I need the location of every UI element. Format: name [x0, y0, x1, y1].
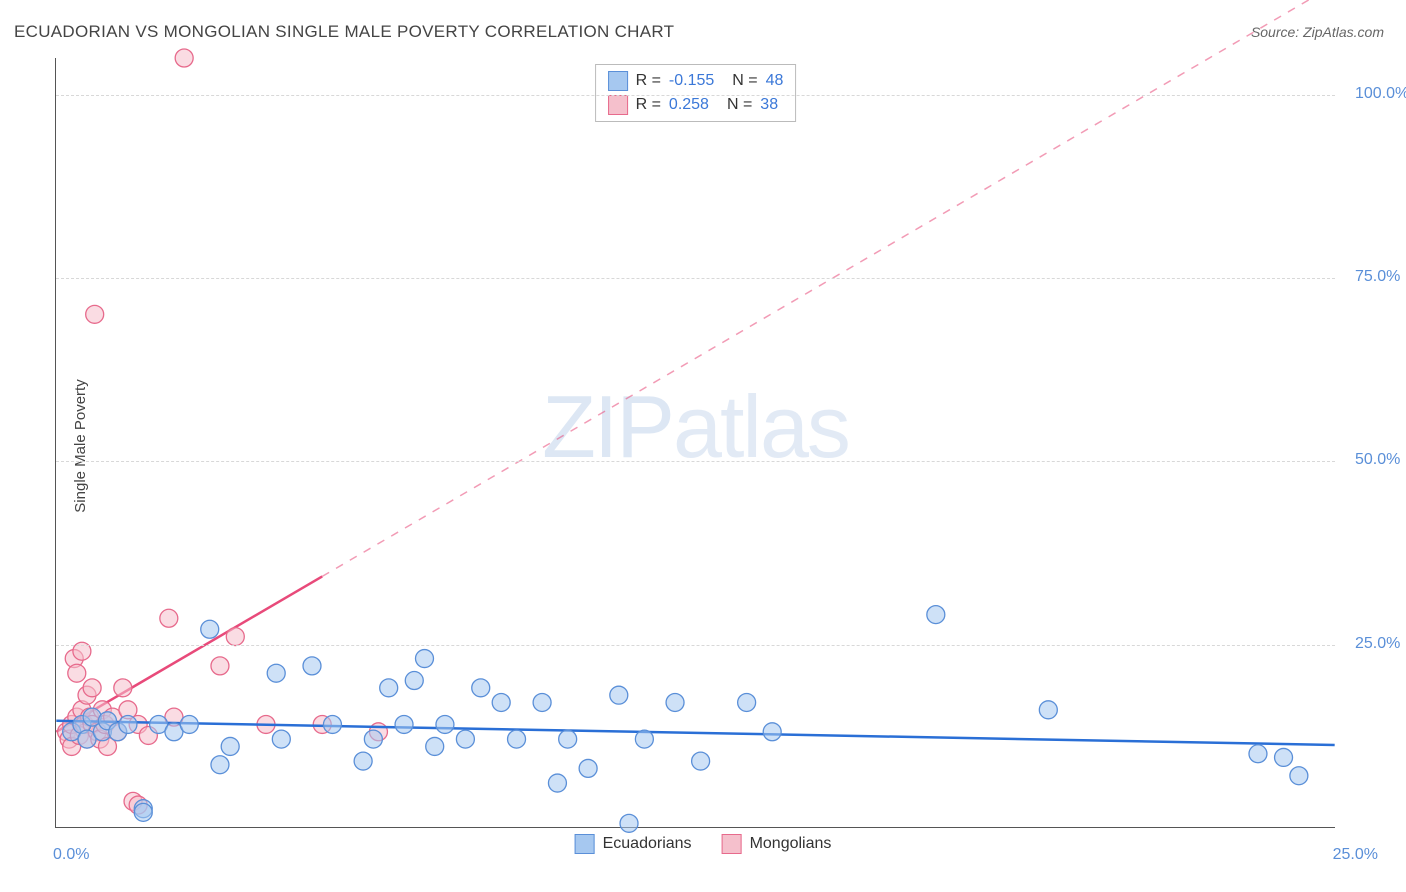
data-point — [323, 715, 341, 733]
legend-item: Mongolians — [722, 834, 832, 854]
data-point — [1249, 745, 1267, 763]
data-point — [620, 814, 638, 832]
data-point — [354, 752, 372, 770]
data-point — [927, 606, 945, 624]
data-point — [533, 694, 551, 712]
data-point — [303, 657, 321, 675]
data-point — [635, 730, 653, 748]
legend-series: Ecuadorians Mongolians — [575, 834, 832, 854]
data-point — [436, 715, 454, 733]
data-point — [211, 657, 229, 675]
data-point — [272, 730, 290, 748]
chart-title: ECUADORIAN VS MONGOLIAN SINGLE MALE POVE… — [14, 22, 674, 42]
legend-label: Ecuadorians — [603, 835, 692, 853]
plot-area: ZIPatlas R = -0.155 N = 48 R = 0.258 N =… — [55, 58, 1335, 828]
grid-line — [56, 461, 1335, 462]
legend-swatch — [722, 834, 742, 854]
x-tick-min: 0.0% — [53, 846, 89, 864]
data-point — [559, 730, 577, 748]
data-point — [83, 679, 101, 697]
grid-line — [56, 645, 1335, 646]
data-point — [1290, 767, 1308, 785]
data-point — [267, 664, 285, 682]
data-point — [692, 752, 710, 770]
data-point — [114, 679, 132, 697]
data-point — [416, 650, 434, 668]
data-point — [548, 774, 566, 792]
data-point — [175, 49, 193, 67]
data-point — [226, 628, 244, 646]
data-point — [211, 756, 229, 774]
data-point — [456, 730, 474, 748]
data-point — [68, 664, 86, 682]
x-tick-max: 25.0% — [1333, 846, 1378, 864]
data-point — [1275, 748, 1293, 766]
y-tick-label: 50.0% — [1355, 451, 1400, 469]
data-point — [405, 672, 423, 690]
data-point — [221, 737, 239, 755]
legend-label: Mongolians — [750, 835, 832, 853]
data-point — [364, 730, 382, 748]
data-point — [1039, 701, 1057, 719]
legend-swatch — [575, 834, 595, 854]
data-point — [380, 679, 398, 697]
data-point — [610, 686, 628, 704]
y-tick-label: 100.0% — [1355, 85, 1406, 103]
data-point — [86, 305, 104, 323]
data-point — [395, 715, 413, 733]
data-point — [579, 759, 597, 777]
data-point — [492, 694, 510, 712]
grid-line — [56, 95, 1335, 96]
y-tick-label: 75.0% — [1355, 268, 1400, 286]
data-point — [201, 620, 219, 638]
data-point — [160, 609, 178, 627]
scatter-svg — [56, 58, 1335, 827]
y-tick-label: 25.0% — [1355, 635, 1400, 653]
data-point — [666, 694, 684, 712]
data-point — [472, 679, 490, 697]
trend-line-solid — [56, 721, 1334, 745]
data-point — [119, 715, 137, 733]
source-label: Source: ZipAtlas.com — [1251, 24, 1384, 40]
data-point — [134, 803, 152, 821]
grid-line — [56, 278, 1335, 279]
data-point — [738, 694, 756, 712]
data-point — [426, 737, 444, 755]
legend-item: Ecuadorians — [575, 834, 692, 854]
data-point — [180, 715, 198, 733]
data-point — [508, 730, 526, 748]
data-point — [763, 723, 781, 741]
trend-line-dashed — [322, 0, 1334, 576]
